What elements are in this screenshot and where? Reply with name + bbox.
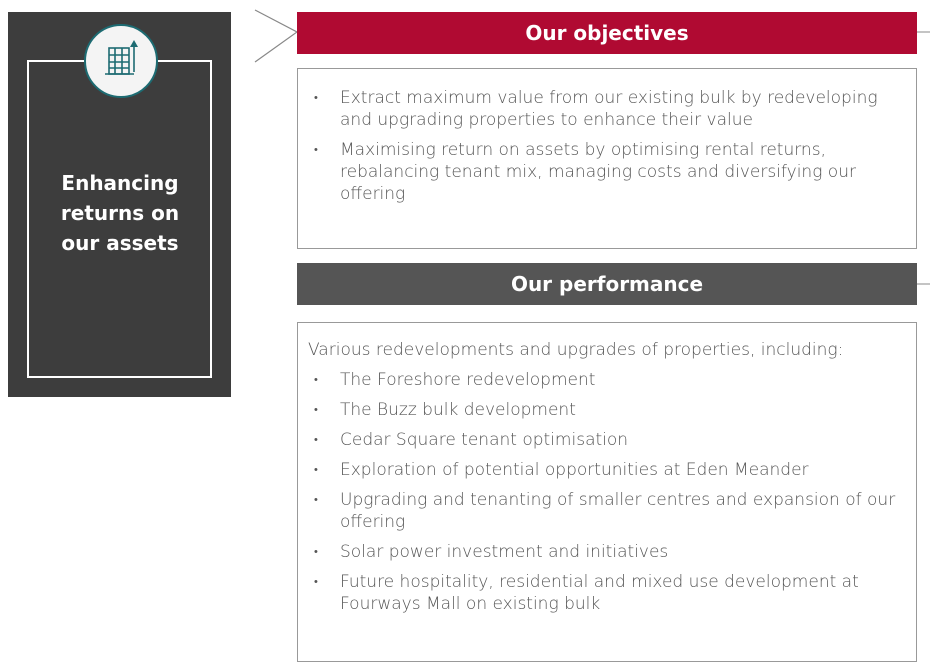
performance-intro: Various redevelopments and upgrades of p… (308, 340, 844, 360)
bullet-item: Future hospitality, residential and mixe… (310, 571, 906, 615)
bullet-item: Exploration of potential opportunities a… (310, 459, 906, 481)
bullet-item: Solar power investment and initiatives (310, 541, 906, 563)
bullet-item: Upgrading and tenanting of smaller centr… (310, 489, 906, 533)
objectives-heading: Our objectives (297, 12, 917, 54)
bullet-item: The Foreshore redevelopment (310, 369, 906, 391)
performance-heading: Our performance (297, 263, 917, 305)
objectives-box: Extract maximum value from our existing … (297, 68, 917, 249)
performance-box: Various redevelopments and upgrades of p… (297, 322, 917, 662)
bullet-item: Maximising return on assets by optimisin… (310, 139, 906, 205)
bullet-item: Cedar Square tenant optimisation (310, 429, 906, 451)
bullet-item: Extract maximum value from our existing … (310, 87, 906, 131)
bullet-item: The Buzz bulk development (310, 399, 906, 421)
sidebar-title: Enhancing returns on our assets (60, 171, 180, 255)
icon (84, 24, 158, 98)
page: Enhancing returns on our assets Our obje… (0, 0, 930, 647)
